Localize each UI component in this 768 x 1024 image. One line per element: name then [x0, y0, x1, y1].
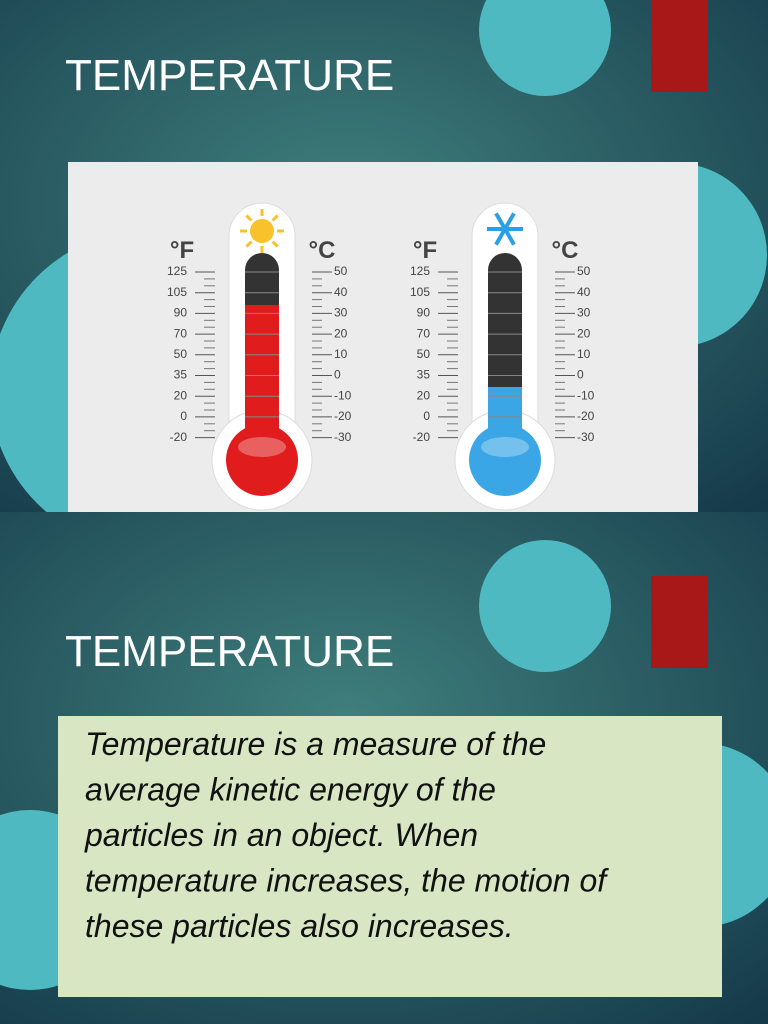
unit-label: °C	[552, 237, 579, 264]
tick-label: 70	[174, 326, 188, 340]
tick-label: -20	[170, 430, 188, 444]
bulb-shine	[481, 437, 529, 457]
tick-label: 30	[334, 306, 348, 320]
thermometer: °F °C 125 105 90 70 50 35 20 0 -20 50 40 30 20 10 0 -10 -2…	[167, 202, 352, 511]
body-line: these particles also increases.	[85, 908, 514, 944]
tick-label: 105	[410, 285, 430, 299]
tick-label: 50	[417, 347, 431, 361]
body-line: particles in an object. When	[84, 817, 478, 853]
tick-label: -30	[577, 430, 595, 444]
bulb	[469, 424, 541, 496]
tick-label: 10	[577, 347, 591, 361]
tick-label: 70	[417, 326, 431, 340]
tick-label: 10	[334, 347, 348, 361]
sun-ray	[271, 240, 279, 248]
tick-label: -30	[334, 430, 352, 444]
tick-label: 40	[577, 285, 591, 299]
tick-label: 20	[577, 326, 591, 340]
bulb	[226, 424, 298, 496]
tick-label: 0	[577, 368, 584, 382]
sun-ray	[245, 240, 253, 248]
tick-label: -20	[577, 409, 595, 423]
body-line: temperature increases, the motion of	[85, 863, 609, 899]
tick-label: 20	[417, 388, 431, 402]
tick-label: 0	[180, 409, 187, 423]
tick-label: 35	[417, 368, 431, 382]
tick-label: 125	[410, 264, 430, 278]
tick-label: 90	[417, 306, 431, 320]
tick-label: 50	[577, 264, 591, 278]
tick-label: 105	[167, 285, 187, 299]
text-box	[58, 716, 722, 997]
tick-label: 20	[334, 326, 348, 340]
unit-label: °F	[413, 237, 437, 264]
slide-2: TEMPERATURE Temperature is a measure of …	[0, 512, 768, 1024]
tick-label: 0	[423, 409, 430, 423]
tick-label: 35	[174, 368, 188, 382]
slide-1: TEMPERATURE °F °C 125 105 90 70 50 35 20 0 -20 50 40…	[0, 0, 768, 512]
tick-label: 125	[167, 264, 187, 278]
tick-label: 20	[174, 388, 188, 402]
tick-label: -20	[413, 430, 431, 444]
unit-label: °C	[309, 237, 336, 264]
tick-label: 30	[577, 306, 591, 320]
tick-label: 50	[174, 347, 188, 361]
sun-ray	[245, 214, 253, 222]
slide-title: TEMPERATURE	[65, 51, 394, 100]
tick-label: -10	[334, 388, 352, 402]
snow-arm	[494, 212, 516, 246]
sun-icon	[250, 219, 274, 243]
sun-ray	[271, 214, 279, 222]
tick-label: 40	[334, 285, 348, 299]
tick-label: 90	[174, 306, 188, 320]
bulb-shine	[238, 437, 286, 457]
slide-title: TEMPERATURE	[65, 627, 394, 676]
unit-label: °F	[170, 237, 194, 264]
body-line: average kinetic energy of the	[85, 772, 496, 808]
image-panel	[68, 162, 698, 512]
tick-label: -20	[334, 409, 352, 423]
thermometer: °F °C 125 105 90 70 50 35 20 0 -20 50 40 30 20 10 0 -10 -2…	[410, 202, 595, 511]
tick-label: 50	[334, 264, 348, 278]
tick-label: -10	[577, 388, 595, 402]
body-line: Temperature is a measure of the	[85, 726, 546, 762]
tick-label: 0	[334, 368, 341, 382]
